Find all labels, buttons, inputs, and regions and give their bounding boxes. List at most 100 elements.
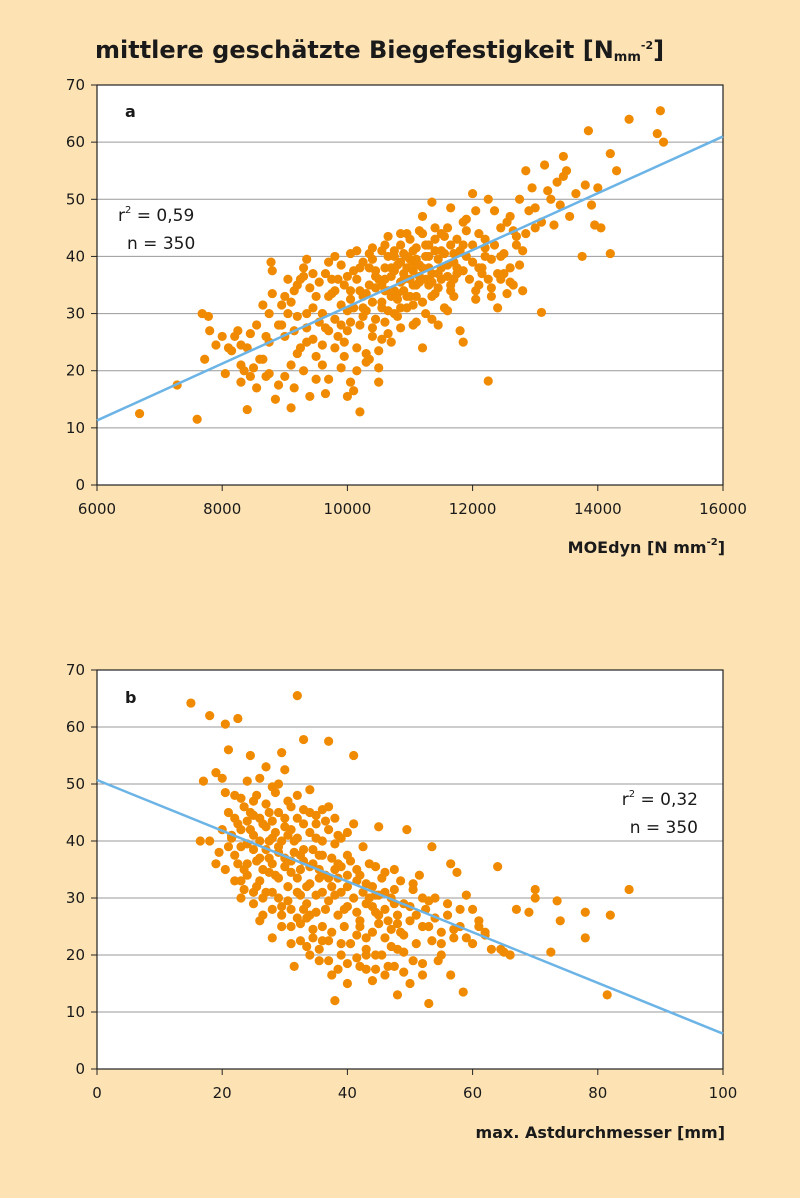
data-point <box>295 936 306 946</box>
data-point <box>298 734 309 745</box>
data-point <box>324 374 334 384</box>
data-point <box>424 240 434 250</box>
data-point <box>261 371 271 382</box>
data-point <box>427 291 437 302</box>
data-point <box>405 291 415 302</box>
data-point <box>314 850 324 860</box>
data-point <box>349 386 359 396</box>
data-point <box>380 867 390 877</box>
data-point <box>239 366 249 376</box>
data-point <box>392 910 403 920</box>
y-tick-label: 60 <box>66 718 85 736</box>
data-point <box>239 864 249 875</box>
data-point <box>555 916 565 926</box>
data-point <box>342 882 352 892</box>
data-point <box>455 246 465 256</box>
data-point <box>527 183 537 193</box>
data-point <box>468 257 478 267</box>
data-point <box>211 859 221 869</box>
data-point <box>370 314 381 324</box>
data-point <box>652 128 662 139</box>
data-point <box>386 941 396 952</box>
data-point <box>565 211 575 222</box>
data-point <box>134 408 145 419</box>
data-point <box>223 745 234 755</box>
data-point <box>242 404 252 415</box>
data-point <box>496 274 506 284</box>
data-point <box>361 950 371 960</box>
data-point <box>286 360 296 370</box>
data-point <box>286 867 296 877</box>
data-point <box>267 288 277 299</box>
data-point <box>436 927 446 937</box>
data-point <box>286 297 296 307</box>
data-point <box>233 859 243 869</box>
data-point <box>446 240 456 250</box>
data-point <box>417 297 428 307</box>
data-point <box>311 907 321 917</box>
data-point <box>320 816 331 826</box>
data-point <box>295 343 306 353</box>
data-point <box>408 956 418 966</box>
data-point <box>345 856 356 866</box>
data-point <box>302 899 312 909</box>
data-point <box>352 953 362 963</box>
data-point <box>345 317 356 327</box>
data-point <box>402 228 412 239</box>
data-point <box>380 970 390 980</box>
data-point <box>408 246 418 256</box>
data-point <box>273 779 284 789</box>
data-point <box>327 927 337 937</box>
data-point <box>280 291 290 302</box>
data-point <box>458 217 468 227</box>
data-point <box>258 300 268 310</box>
data-point <box>411 939 421 949</box>
data-point <box>399 967 409 977</box>
data-point <box>336 950 346 960</box>
data-point <box>370 271 381 282</box>
data-point <box>273 807 284 818</box>
data-point <box>452 234 462 244</box>
data-point <box>452 263 462 273</box>
data-point <box>298 366 309 376</box>
data-point <box>308 844 318 855</box>
data-point <box>248 796 259 806</box>
data-point <box>305 283 315 293</box>
data-point <box>436 939 446 949</box>
data-point <box>302 337 312 347</box>
y-tick-label: 50 <box>66 775 85 793</box>
x-tick-label: 0 <box>92 1084 102 1102</box>
data-point <box>295 890 306 900</box>
data-point <box>267 816 277 826</box>
data-point <box>205 711 215 721</box>
data-point <box>399 248 409 259</box>
data-point <box>380 317 390 327</box>
data-point <box>449 274 459 284</box>
data-point <box>352 246 362 256</box>
data-point <box>342 870 352 880</box>
data-point <box>261 822 271 832</box>
data-point <box>324 802 334 812</box>
data-point <box>602 990 612 1000</box>
data-point <box>436 228 446 239</box>
data-point <box>280 813 290 823</box>
x-axis-label: MOEdyn [N mm-2] <box>568 537 725 557</box>
data-point <box>286 921 296 932</box>
data-point <box>223 807 234 818</box>
data-point <box>330 343 340 353</box>
data-point <box>317 887 327 897</box>
data-point <box>233 713 243 724</box>
data-point <box>349 893 359 903</box>
data-point <box>458 987 468 997</box>
data-point <box>427 314 437 324</box>
data-point <box>355 407 365 417</box>
data-point <box>374 919 384 929</box>
data-point <box>367 323 378 333</box>
data-point <box>374 363 384 373</box>
data-point <box>292 691 302 701</box>
data-point <box>474 263 484 273</box>
data-point <box>292 913 302 923</box>
data-point <box>192 414 202 424</box>
data-point <box>286 904 296 915</box>
data-point <box>245 750 255 761</box>
